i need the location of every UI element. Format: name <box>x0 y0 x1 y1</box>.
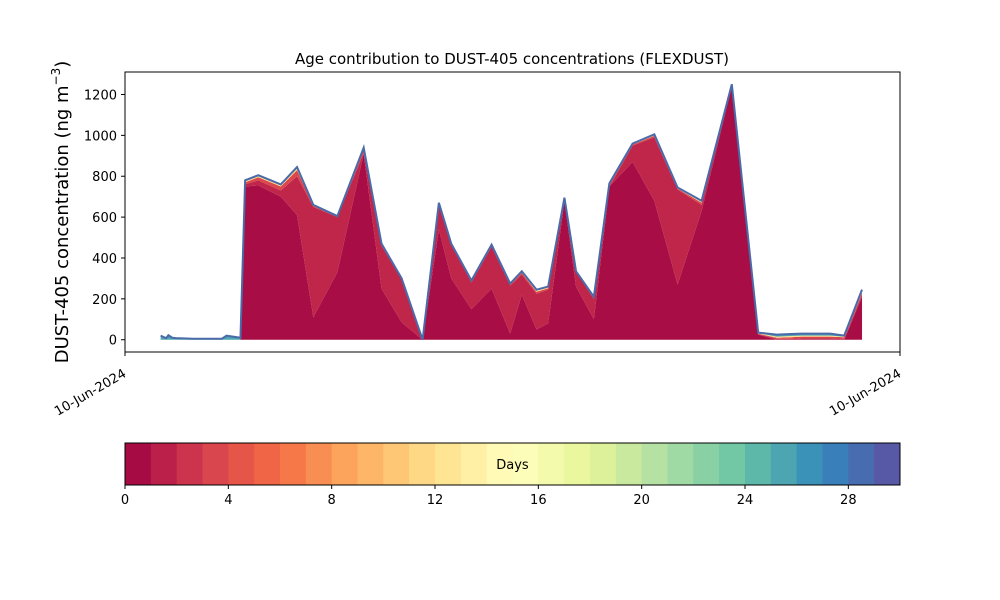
colorbar-bin-8 <box>331 443 358 485</box>
y-tick-label-3: 600 <box>92 211 117 226</box>
colorbar-bin-6 <box>280 443 307 485</box>
x-tick-label-1: 10-Jun-2024 <box>827 366 904 419</box>
colorbar-bin-15 <box>512 443 539 485</box>
area-series-group <box>160 84 863 341</box>
colorbar-bin-21 <box>667 443 694 485</box>
colorbar-bin-27 <box>822 443 849 485</box>
colorbar-bin-26 <box>796 443 823 485</box>
colorbar-bin-28 <box>848 443 875 485</box>
colorbar-bin-16 <box>538 443 565 485</box>
axes-group: 0 200 400 600 800 1000 1200 10-Jun-2024 10-Jun-2… <box>52 71 904 419</box>
colorbar-bin-0 <box>125 443 152 485</box>
colorbar-bin-24 <box>745 443 772 485</box>
colorbar-bin-12 <box>435 443 462 485</box>
colorbar-bin-23 <box>719 443 746 485</box>
colorbar: Days 0 4 8 12 16 20 24 28 <box>121 442 901 508</box>
area-layer-0 <box>160 86 863 340</box>
y-tick-label-0: 0 <box>109 334 117 349</box>
y-tick-label-2: 400 <box>92 252 117 267</box>
colorbar-bin-22 <box>693 443 720 485</box>
colorbar-tick-label-3: 12 <box>427 493 444 508</box>
y-tick-label-4: 800 <box>92 170 117 185</box>
colorbar-bin-7 <box>305 443 333 485</box>
y-tick-label-6: 1200 <box>84 88 117 103</box>
colorbar-bin-14 <box>486 443 513 485</box>
y-tick-label-5: 1000 <box>84 129 117 144</box>
colorbar-tick-label-5: 20 <box>633 493 650 508</box>
colorbar-tick-label-6: 24 <box>737 493 754 508</box>
colorbar-bin-4 <box>228 443 255 485</box>
colorbar-bin-1 <box>150 443 178 485</box>
colorbar-label: Days <box>496 458 529 473</box>
y-axis-label: DUST-405 concentration (ng m−3) <box>49 61 73 364</box>
colorbar-bin-2 <box>176 443 203 485</box>
colorbar-bin-20 <box>641 443 668 485</box>
colorbar-tick-label-0: 0 <box>121 493 129 508</box>
colorbar-bin-29 <box>874 443 901 485</box>
colorbar-frame <box>124 442 901 486</box>
colorbar-tick-label-7: 28 <box>840 493 857 508</box>
y-tick-label-1: 200 <box>92 293 117 308</box>
colorbar-bin-13 <box>460 443 488 485</box>
colorbar-bin-17 <box>564 443 591 485</box>
total-line <box>160 84 863 341</box>
colorbar-bin-5 <box>254 443 281 485</box>
colorbar-tick-label-2: 8 <box>328 493 336 508</box>
y-axis-label-close: ) <box>52 61 73 68</box>
colorbar-bin-18 <box>590 443 617 485</box>
colorbar-bin-11 <box>409 443 436 485</box>
colorbar-bin-9 <box>357 443 384 485</box>
chart-title: Age contribution to DUST-405 concentrati… <box>295 50 729 68</box>
colorbar-tick-label-4: 16 <box>530 493 547 508</box>
colorbar-bin-25 <box>770 443 798 485</box>
x-tick-label-0: 10-Jun-2024 <box>52 366 129 419</box>
colorbar-tick-label-1: 4 <box>224 493 232 508</box>
y-axis-label-text: DUST-405 concentration (ng m <box>52 85 73 363</box>
y-axis-label-unit: −3 <box>49 68 63 86</box>
colorbar-bin-3 <box>202 443 229 485</box>
plot-frame <box>124 71 901 353</box>
area-layer-1 <box>160 85 863 340</box>
colorbar-bin-10 <box>383 443 410 485</box>
colorbar-bin-19 <box>615 443 643 485</box>
